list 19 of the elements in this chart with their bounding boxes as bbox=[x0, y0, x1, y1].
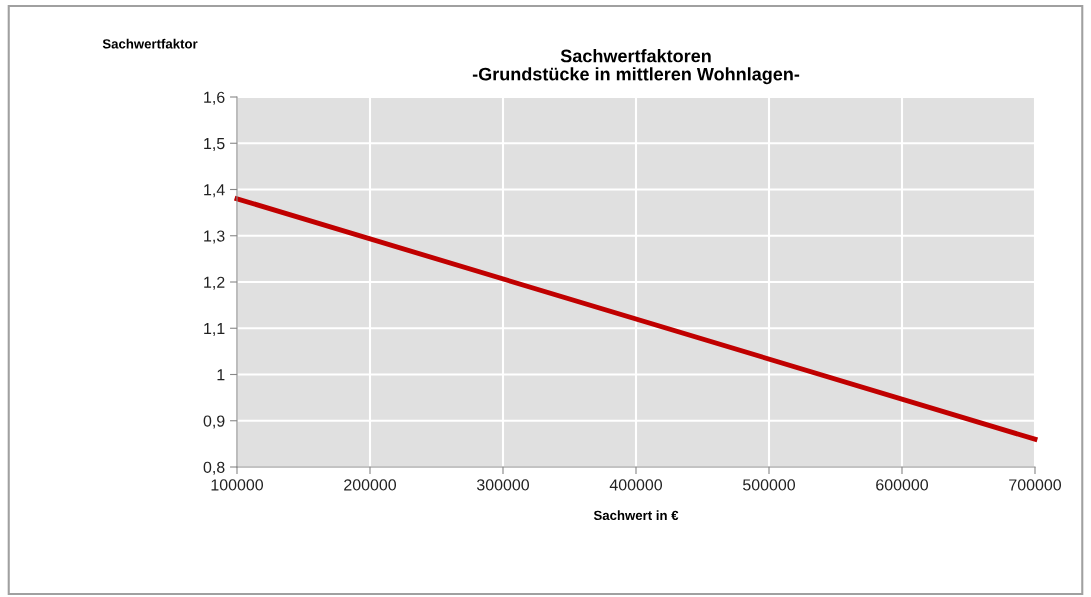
y-axis-title: Sachwertfaktor bbox=[102, 38, 198, 49]
x-tick-label: 400000 bbox=[609, 479, 663, 491]
y-tick-label: 1,5 bbox=[204, 138, 225, 152]
y-tick-label: 1,4 bbox=[204, 184, 225, 198]
y-tick-label: 1,3 bbox=[204, 230, 225, 244]
y-tick-label: 1,6 bbox=[204, 91, 225, 105]
x-tick-label: 200000 bbox=[344, 479, 397, 491]
y-tick-label: 0,9 bbox=[203, 415, 225, 429]
x-axis-title: Sachwert in € bbox=[593, 510, 679, 521]
x-tick-label: 300000 bbox=[476, 479, 530, 491]
x-tick-label: 700000 bbox=[1009, 479, 1062, 491]
x-tick-label: 500000 bbox=[742, 479, 796, 491]
chart-title: Sachwertfaktoren -Grundstücke in mittleren Wohnlagen- bbox=[472, 49, 800, 85]
y-tick-label: 1,2 bbox=[204, 276, 225, 290]
x-tick-label: 600000 bbox=[876, 479, 929, 491]
y-tick-label: 0,8 bbox=[203, 461, 225, 475]
x-tick-label: 100000 bbox=[211, 479, 264, 491]
y-tick-label: 1 bbox=[217, 369, 225, 381]
y-tick-label: 1,1 bbox=[204, 323, 225, 337]
